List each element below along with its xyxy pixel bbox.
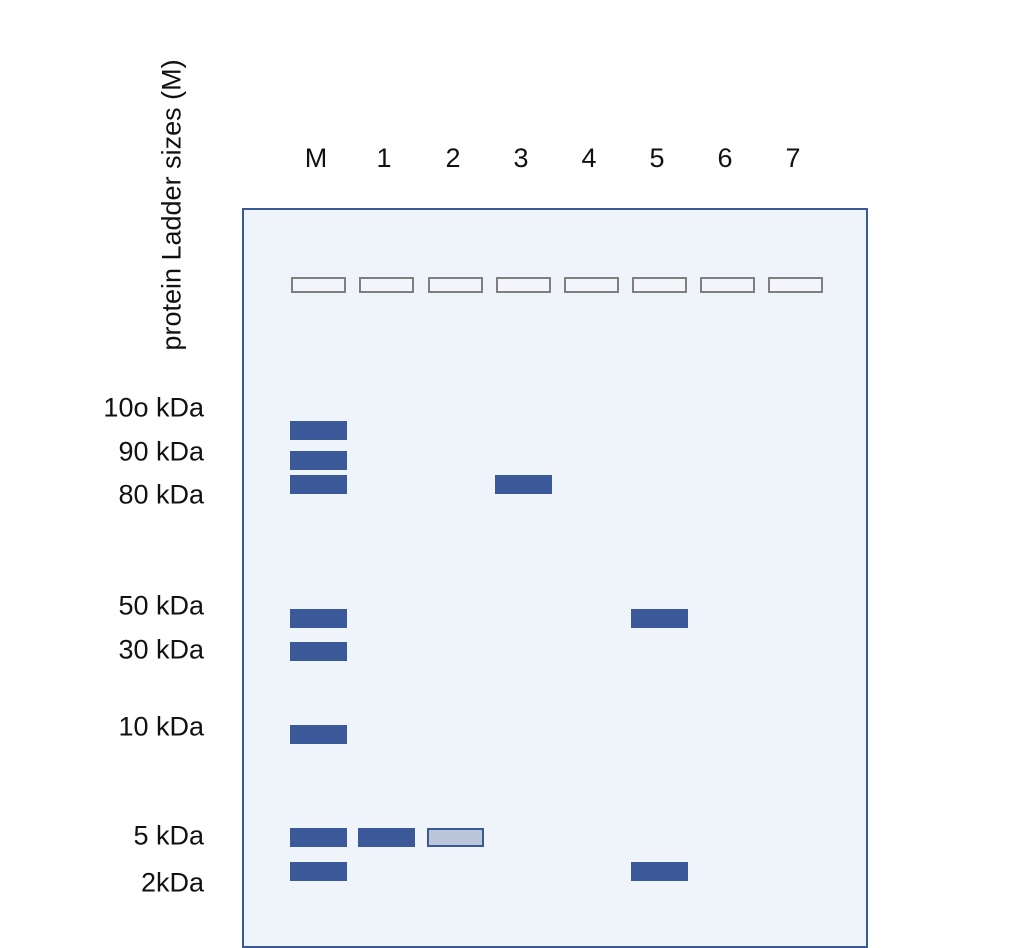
band-lane-m [290,475,347,494]
lane-label-7: 7 [785,143,801,173]
size-label: 90 kDa [118,436,204,467]
well-lane-6 [700,277,755,293]
band-lane-m [290,862,347,881]
band-lane-m [290,451,347,470]
well-lane-5 [632,277,687,293]
band-lane-2 [427,828,484,847]
lane-label-4: 4 [581,143,597,173]
band-lane-m [290,642,347,661]
axis-title: protein Ladder sizes (M) [156,59,187,351]
size-label: 10o kDa [103,392,204,423]
well-lane-7 [768,277,823,293]
well-lane-4 [564,277,619,293]
well-lane-2 [428,277,483,293]
lane-label-2: 2 [445,143,461,173]
size-label: 10 kDa [118,711,204,742]
band-lane-m [290,609,347,628]
band-lane-5 [631,609,688,628]
band-lane-m [290,725,347,744]
band-lane-5 [631,862,688,881]
size-label: 80 kDa [118,479,204,510]
size-label: 30 kDa [118,634,204,665]
band-lane-m [290,828,347,847]
well-lane-1 [359,277,414,293]
gel [242,208,868,948]
well-lane-m [291,277,346,293]
lane-label-5: 5 [649,143,665,173]
size-label: 50 kDa [118,590,204,621]
lane-label-1: 1 [376,143,392,173]
lane-label-3: 3 [513,143,529,173]
well-lane-3 [496,277,551,293]
band-lane-m [290,421,347,440]
band-lane-1 [358,828,415,847]
lane-label-6: 6 [717,143,733,173]
size-label: 5 kDa [133,820,204,851]
band-lane-3 [495,475,552,494]
size-label: 2kDa [140,867,204,898]
lane-label-m: M [304,143,328,173]
